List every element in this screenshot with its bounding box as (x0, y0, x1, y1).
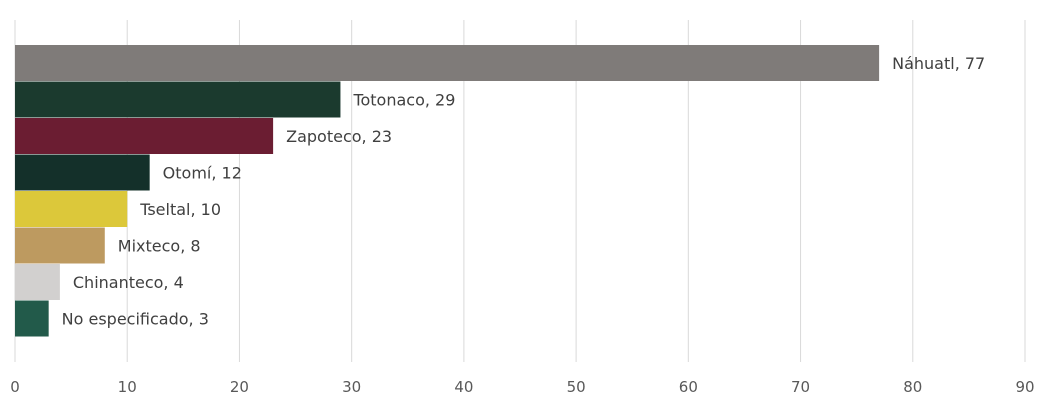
data-label: Otomí, 12 (163, 164, 242, 183)
x-tick-label: 40 (454, 378, 473, 396)
data-label: Totonaco, 29 (352, 91, 455, 110)
data-label: Mixteco, 8 (118, 237, 201, 256)
bar-náhuatl (15, 45, 880, 81)
data-label: No especificado, 3 (62, 310, 209, 329)
bar-tseltal (15, 191, 128, 227)
x-tick-label: 0 (10, 378, 20, 396)
x-axis-ticks: 0 10 20 30 40 50 60 70 80 90 (10, 378, 1034, 396)
data-label: Tseltal, 10 (139, 200, 221, 219)
data-label: Zapoteco, 23 (286, 127, 392, 146)
bars (15, 45, 880, 337)
x-tick-label: 10 (118, 378, 137, 396)
bar-mixteco (15, 227, 105, 264)
bar-chinanteco (15, 264, 60, 300)
bar-no-especificado (15, 300, 49, 337)
x-tick-label: 30 (342, 378, 361, 396)
x-tick-label: 70 (791, 378, 810, 396)
x-tick-label: 60 (679, 378, 698, 396)
bar-zapoteco (15, 118, 274, 154)
x-tick-label: 50 (567, 378, 586, 396)
bar-totonaco (15, 81, 341, 118)
x-tick-label: 90 (1015, 378, 1034, 396)
bar-otomí (15, 154, 150, 191)
x-tick-label: 20 (230, 378, 249, 396)
data-label: Náhuatl, 77 (892, 54, 985, 73)
data-labels: Náhuatl, 77 Totonaco, 29 Zapoteco, 23 Otomí… (62, 54, 986, 329)
x-tick-label: 80 (903, 378, 922, 396)
data-label: Chinanteco, 4 (73, 273, 184, 292)
